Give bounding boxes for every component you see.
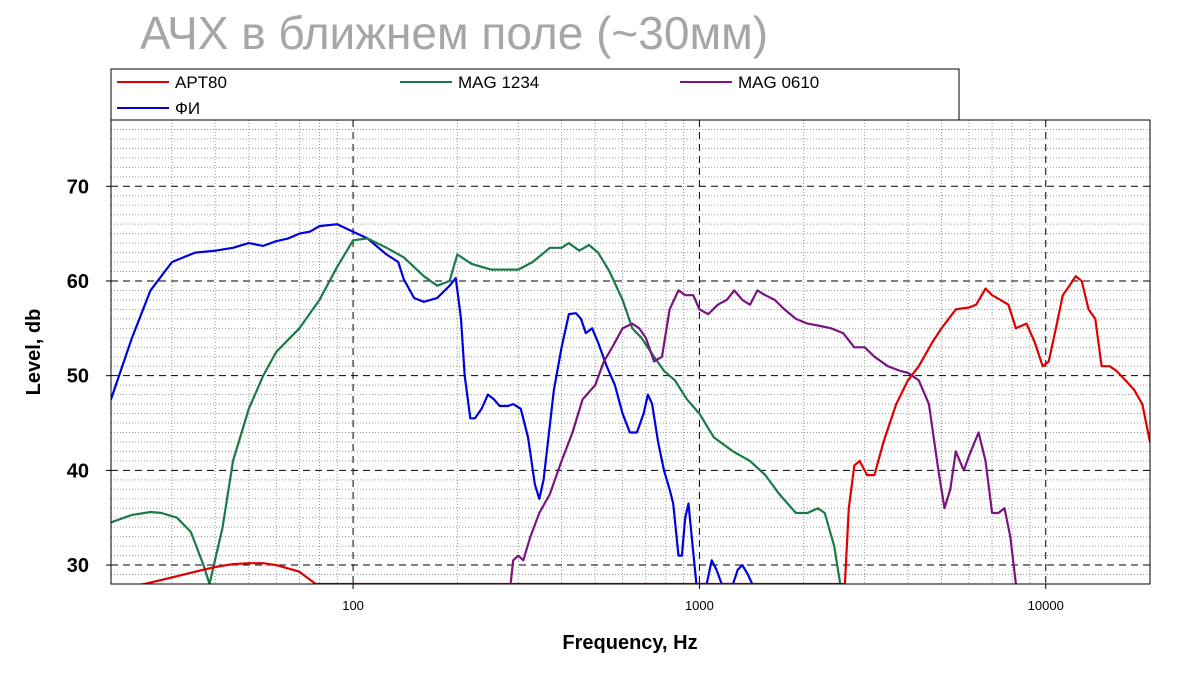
y-tick-label: 60	[67, 271, 89, 293]
chart-title: АЧХ в ближнем поле (~30мм)	[140, 7, 769, 59]
y-tick-label: 40	[67, 460, 89, 482]
major-gridlines	[111, 120, 1150, 584]
y-tick-label: 70	[67, 176, 89, 198]
y-axis-ticks: 30 40 50 60 70	[67, 176, 111, 577]
x-axis-label: Frequency, Hz	[562, 632, 697, 654]
y-tick-label: 50	[67, 366, 89, 388]
y-tick-label: 30	[67, 555, 89, 577]
x-tick-label: 10000	[1028, 598, 1064, 613]
legend-items: ФИ MAG 1234 MAG 0610 APT80	[117, 73, 819, 118]
series-line-mag-0610	[509, 289, 1018, 584]
legend: ФИ MAG 1234 MAG 0610 APT80	[110, 68, 960, 121]
x-axis-ticks: 100 1000 10000	[342, 584, 1064, 613]
series-layer	[111, 223, 1150, 584]
legend-label-фи: ФИ	[175, 99, 200, 118]
legend-label-apt80: APT80	[175, 73, 227, 92]
legend-label-mag-1234: MAG 1234	[458, 73, 539, 92]
series-line-apt80	[136, 275, 1150, 584]
y-axis-label: Level, db	[23, 309, 45, 396]
legend-label-mag-0610: MAG 0610	[738, 73, 819, 92]
series-line-mag-1234	[111, 237, 842, 584]
plot-area-background	[111, 120, 1150, 584]
legend-box	[110, 68, 960, 121]
x-tick-label: 100	[342, 598, 364, 613]
series-line-фи	[111, 223, 754, 584]
x-tick-label: 1000	[685, 598, 714, 613]
